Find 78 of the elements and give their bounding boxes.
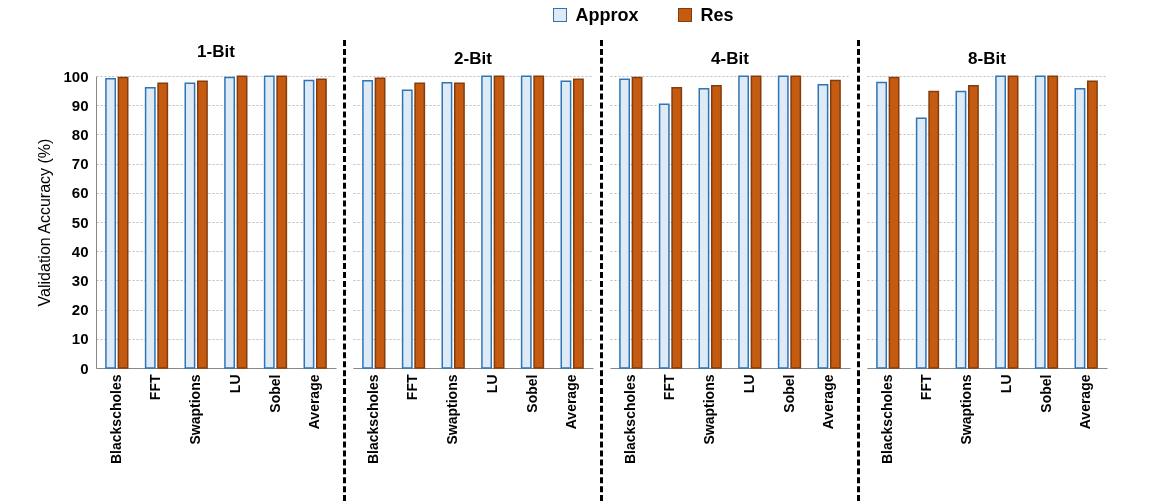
x-tick-label: Average bbox=[306, 374, 323, 430]
bar bbox=[572, 78, 584, 369]
chart-title: 4-Bit bbox=[711, 48, 750, 68]
x-tick-label: Blackscholes bbox=[364, 374, 381, 464]
bar bbox=[698, 88, 710, 369]
bar bbox=[619, 78, 631, 369]
y-tick-label: 20 bbox=[71, 301, 89, 319]
x-tick-label: Swaptions bbox=[958, 374, 975, 445]
bar bbox=[829, 79, 841, 369]
x-tick-label: Swaptions bbox=[701, 374, 718, 445]
bar bbox=[888, 76, 900, 369]
y-tick-label: 50 bbox=[71, 213, 89, 231]
x-tick-label: Sobel bbox=[1037, 374, 1054, 413]
bar bbox=[481, 75, 493, 369]
bar bbox=[790, 75, 802, 369]
bar bbox=[1047, 75, 1059, 369]
x-tick-label: FFT bbox=[404, 374, 421, 401]
bar bbox=[671, 86, 683, 369]
x-tick-label: Swaptions bbox=[444, 374, 461, 445]
x-tick-label: Average bbox=[563, 374, 580, 430]
chart-title: 2-Bit bbox=[454, 48, 493, 68]
bar bbox=[631, 76, 643, 369]
x-tick-label: LU bbox=[483, 374, 500, 394]
bar bbox=[1007, 75, 1019, 369]
bar bbox=[777, 75, 789, 369]
x-tick-label: LU bbox=[997, 374, 1014, 394]
y-tick-label: 30 bbox=[71, 271, 89, 289]
x-tick-label: Average bbox=[820, 374, 837, 430]
bar bbox=[520, 75, 532, 369]
x-tick-label: FFT bbox=[147, 374, 164, 401]
bar bbox=[1086, 80, 1098, 369]
x-tick-label: FFT bbox=[661, 374, 678, 401]
bar bbox=[915, 117, 927, 369]
y-tick-label: 80 bbox=[71, 125, 89, 143]
x-tick-label: FFT bbox=[918, 374, 935, 401]
bar bbox=[441, 81, 453, 369]
y-tick-label: 100 bbox=[63, 67, 89, 85]
y-tick-label: 10 bbox=[71, 330, 89, 348]
chart-title: 8-Bit bbox=[968, 48, 1007, 68]
bar bbox=[658, 103, 670, 369]
x-tick-label: LU bbox=[226, 374, 243, 394]
bar bbox=[1034, 75, 1046, 369]
bar bbox=[928, 90, 940, 369]
bar bbox=[876, 81, 888, 369]
x-tick-label: Blackscholes bbox=[878, 374, 895, 464]
y-tick-label: 90 bbox=[71, 96, 89, 114]
y-axis-title: Validation Accuracy (%) bbox=[36, 138, 54, 307]
bar bbox=[401, 89, 413, 369]
bar bbox=[493, 75, 505, 369]
bar bbox=[1074, 88, 1086, 369]
bar bbox=[817, 84, 829, 369]
x-tick-label: Sobel bbox=[266, 374, 283, 413]
bar bbox=[560, 80, 572, 369]
chart-title: 1-Bit bbox=[197, 42, 236, 61]
legend-label: Res bbox=[700, 4, 734, 26]
x-tick-label: Sobel bbox=[780, 374, 797, 413]
bar bbox=[710, 84, 722, 369]
x-tick-label: LU bbox=[740, 374, 757, 394]
bar bbox=[414, 82, 426, 369]
bar bbox=[750, 75, 762, 369]
bar bbox=[374, 77, 386, 369]
y-tick-label: 40 bbox=[71, 242, 89, 260]
y-tick-label: 70 bbox=[71, 155, 89, 173]
y-tick-label: 0 bbox=[80, 359, 89, 377]
bar bbox=[453, 82, 465, 369]
x-tick-label: Swaptions bbox=[187, 374, 204, 445]
legend-label: Approx bbox=[575, 4, 639, 26]
x-tick-label: Sobel bbox=[523, 374, 540, 413]
bar bbox=[967, 84, 979, 369]
x-tick-label: Blackscholes bbox=[107, 374, 124, 464]
bar bbox=[995, 75, 1007, 369]
x-tick-label: Blackscholes bbox=[621, 374, 638, 464]
x-tick-label: Average bbox=[1077, 374, 1094, 430]
bar bbox=[362, 79, 374, 369]
bar bbox=[955, 90, 967, 369]
y-tick-label: 60 bbox=[71, 184, 89, 202]
bar bbox=[533, 75, 545, 369]
bar bbox=[738, 75, 750, 369]
